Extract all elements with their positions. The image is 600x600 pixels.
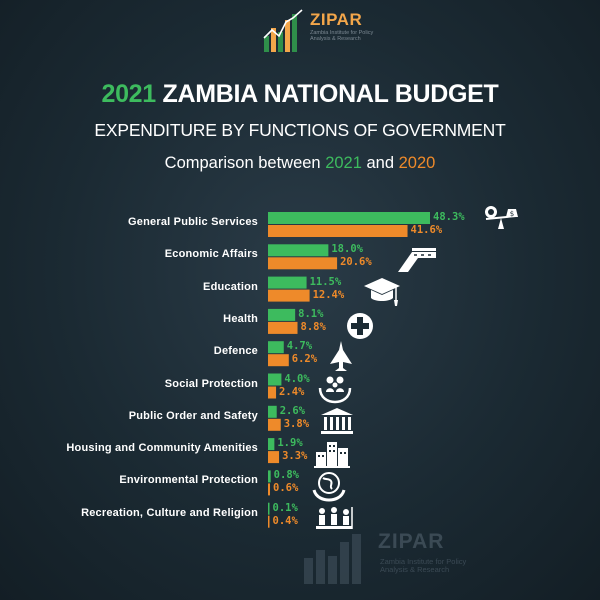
bar-2020 bbox=[268, 418, 281, 431]
data-label-2021: 18.0% bbox=[331, 243, 363, 256]
category-label: Recreation, Culture and Religion bbox=[81, 506, 258, 519]
bar-2020 bbox=[268, 386, 277, 399]
comparison-year-a: 2021 bbox=[325, 154, 362, 172]
data-label-2021: 2.6% bbox=[279, 404, 306, 417]
bar-2020 bbox=[268, 354, 289, 367]
zipar-logo: ZIPAR Zambia Institute for Policy Analys… bbox=[262, 8, 382, 58]
bar-2020 bbox=[268, 321, 298, 334]
comparison-mid: and bbox=[361, 154, 399, 172]
data-label-2020: 6.2% bbox=[291, 353, 318, 366]
data-label-2020: 12.4% bbox=[312, 288, 345, 301]
bar-2021 bbox=[268, 308, 296, 321]
bar-2021 bbox=[268, 405, 277, 418]
road-icon bbox=[398, 248, 436, 272]
data-label-2021: 48.3% bbox=[433, 211, 465, 223]
bar-2021 bbox=[268, 502, 270, 515]
category-label: Economic Affairs bbox=[164, 248, 258, 261]
buildings-icon bbox=[314, 442, 350, 468]
bar-2021 bbox=[268, 276, 307, 289]
bar-2021 bbox=[268, 470, 271, 483]
bar-2020 bbox=[268, 225, 408, 237]
graduation-cap-icon bbox=[364, 278, 400, 306]
subtitle: EXPENDITURE BY FUNCTIONS OF GOVERNMENT bbox=[94, 120, 506, 140]
bar-2020 bbox=[268, 257, 338, 270]
page-title: 2021 ZAMBIA NATIONAL BUDGET bbox=[0, 80, 600, 109]
zipar-watermark-icon bbox=[304, 534, 361, 584]
data-label-2021: 1.9% bbox=[277, 437, 303, 450]
comparison-prefix: Comparison between bbox=[164, 154, 326, 172]
data-label-2021: 4.0% bbox=[284, 372, 310, 385]
bar-2020 bbox=[268, 451, 280, 464]
family-protection-icon bbox=[318, 376, 352, 404]
title-rest: ZAMBIA NATIONAL BUDGET bbox=[155, 80, 499, 108]
category-label: Public Order and Safety bbox=[128, 409, 258, 422]
recreation-icon bbox=[316, 507, 353, 529]
data-label-2020: 3.8% bbox=[283, 417, 310, 430]
zipar-logo-icon bbox=[263, 9, 303, 52]
category-label: General Public Services bbox=[128, 216, 258, 228]
data-label-2020: 41.6% bbox=[410, 224, 443, 236]
data-label-2020: 0.4% bbox=[272, 514, 298, 527]
bar-2021 bbox=[268, 373, 282, 386]
data-label-2020: 8.8% bbox=[300, 320, 326, 333]
category-label: Social Protection bbox=[164, 377, 258, 390]
fighter-jet-icon bbox=[330, 341, 352, 371]
logo-tagline: Zambia Institute for Policy Analysis & R… bbox=[310, 30, 374, 42]
category-label: Environmental Protection bbox=[119, 474, 258, 487]
data-label-2021: 11.5% bbox=[309, 275, 342, 288]
bar-2020 bbox=[268, 515, 270, 528]
scale-money-icon: $ bbox=[485, 206, 518, 229]
comparison-line: Comparison between 2021 and 2020 bbox=[0, 154, 600, 173]
logo-name: ZIPAR bbox=[310, 10, 363, 29]
category-label: Education bbox=[203, 280, 258, 293]
zipar-watermark: ZIPAR Zambia Institute for Policy Analys… bbox=[300, 528, 470, 588]
data-label-2021: 8.1% bbox=[298, 307, 324, 320]
bar-2021 bbox=[268, 212, 430, 224]
category-label: Health bbox=[223, 312, 258, 325]
data-label-2021: 0.8% bbox=[273, 469, 299, 482]
data-label-2020: 0.6% bbox=[273, 482, 299, 495]
title-year: 2021 bbox=[101, 80, 156, 108]
category-label: Defence bbox=[213, 345, 258, 358]
watermark-name: ZIPAR bbox=[378, 530, 445, 553]
bar-2021 bbox=[268, 341, 284, 354]
data-label-2021: 4.7% bbox=[286, 340, 313, 353]
bar-2020 bbox=[268, 289, 310, 302]
data-label-2020: 20.6% bbox=[340, 256, 372, 269]
bar-2020 bbox=[268, 483, 271, 496]
bar-2021 bbox=[268, 244, 329, 257]
data-label-2020: 3.3% bbox=[282, 450, 308, 463]
svg-text:$: $ bbox=[510, 210, 514, 218]
watermark-tagline: Zambia Institute for Policy Analysis & R… bbox=[380, 557, 467, 574]
comparison-year-b: 2020 bbox=[398, 154, 436, 172]
courthouse-icon bbox=[321, 408, 353, 434]
bar-2021 bbox=[268, 438, 275, 451]
data-label-2021: 0.1% bbox=[272, 501, 298, 514]
data-label-2020: 2.4% bbox=[279, 385, 305, 398]
category-label: Housing and Community Amenities bbox=[66, 442, 258, 455]
health-cross-icon bbox=[347, 313, 373, 339]
globe-hands-icon bbox=[312, 472, 346, 502]
